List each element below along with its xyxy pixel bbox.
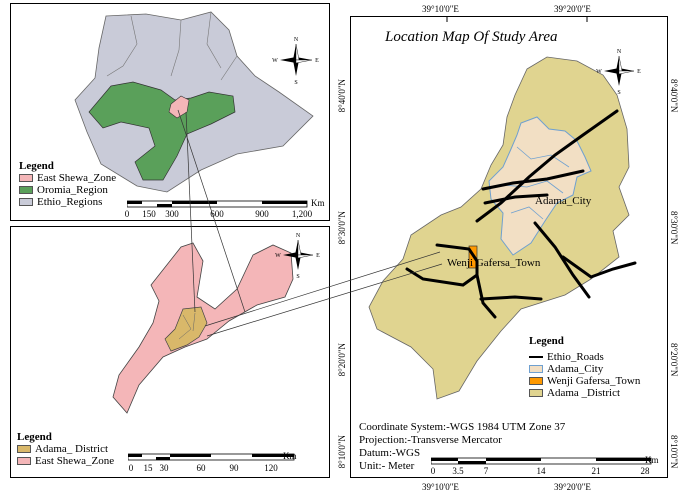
legend-item-east-shewa: East Shewa_Zone [19,172,116,184]
legend-swatch [19,174,33,182]
legend-swatch [17,445,31,453]
legend-title: Legend [19,160,54,172]
top-coord-1: 39°10'0"E [422,4,459,14]
scale-unit: Km [311,198,325,208]
legend-title: Legend [529,335,564,347]
ethio-roads [405,109,637,319]
left-coord-3: 8°20'0"N [337,343,347,377]
legend-swatch [529,389,543,397]
legend-item-roads: Ethio_Roads [529,351,640,363]
study-area-panel: Location Map Of Study Area N [337,16,679,478]
left-coord-2: 8°30'0"N [337,211,347,245]
right-coord-2: 8°30'0"N [669,211,679,245]
svg-text:S: S [617,90,620,96]
top-coord-2: 39°20'0"E [554,4,591,14]
legend-swatch [529,377,543,385]
zone-map-panel: N E S W Legend Adama_ District East Shew… [10,226,330,478]
legend-title: Legend [17,431,52,443]
scale-unit: Km [283,451,297,461]
legend-line-swatch [529,356,543,358]
ethiopia-scale-bar: Km 0 150 300 600 900 1,200 [124,198,325,219]
ethiopia-legend: Legend East Shewa_Zone Oromia_Region Eth… [19,160,116,208]
svg-text:W: W [272,58,278,64]
legend-swatch [529,365,543,373]
svg-text:N: N [617,49,622,55]
legend-item-adama-city: Adama_City [529,363,640,375]
north-arrow-icon: N E S W [596,49,641,96]
adama-city-label: Adama_City [535,195,592,207]
scale-unit: Km [645,455,659,465]
svg-text:N: N [296,233,301,239]
legend-item-adama-district: Adama _District [529,387,640,399]
right-coord-3: 8°20'0"N [669,343,679,377]
svg-text:W: W [596,69,602,75]
map-info: Coordinate System:-WGS 1984 UTM Zone 37 … [359,421,565,473]
legend-swatch [17,457,31,465]
zone-legend: Legend Adama_ District East Shewa_Zone [17,431,114,467]
legend-item-ethio-regions: Ethio_Regions [19,196,116,208]
zone-scale-bar: Km 0 15 30 60 90 120 [128,451,297,473]
svg-text:N: N [294,37,299,43]
bottom-coord-1: 39°10'0"E [422,482,459,492]
wenji-town-label: Wenji Gafersa_Town [447,257,541,269]
svg-text:S: S [296,274,299,280]
study-area-legend: Legend Ethio_Roads Adama_City Wenji Gafe… [529,335,640,399]
unit: Unit:- Meter [359,460,415,472]
left-coord-1: 8°40'0"N [337,79,347,113]
legend-item-adama-district: Adama_ District [17,443,114,455]
svg-text:E: E [637,69,641,75]
legend-item-oromia: Oromia_Region [19,184,116,196]
study-area-scale-bar: Km 0 3.5 7 14 21 28 [430,455,659,476]
legend-item-wenji-town: Wenji Gafersa_Town [529,375,640,387]
legend-item-east-shewa: East Shewa_Zone [17,455,114,467]
coordinate-system: Coordinate System:-WGS 1984 UTM Zone 37 [359,421,566,433]
svg-text:E: E [315,58,319,64]
adama-district-shape [164,306,208,352]
datum: Datum:-WGS [359,447,421,459]
adama-city-shape [488,116,592,256]
svg-text:W: W [275,253,281,259]
left-coord-4: 8°10'0"N [337,435,347,469]
study-area-svg: N E S W [368,17,641,400]
bottom-coord-2: 39°20'0"E [554,482,591,492]
map-title: Location Map Of Study Area [385,29,558,45]
svg-text:E: E [316,253,320,259]
right-coord-1: 8°40'0"N [669,79,679,113]
right-coord-4: 8°10'0"N [669,435,679,469]
svg-text:S: S [294,80,297,86]
north-arrow-icon: N E S W [272,37,319,86]
ethiopia-map-panel: N E S W Legend East Shewa_Zone Oromia_Re… [10,3,330,221]
ethiopia-map-svg: N E S W [74,11,319,193]
legend-swatch [19,186,33,194]
legend-swatch [19,198,33,206]
projection: Projection:-Transverse Mercator [359,434,502,446]
